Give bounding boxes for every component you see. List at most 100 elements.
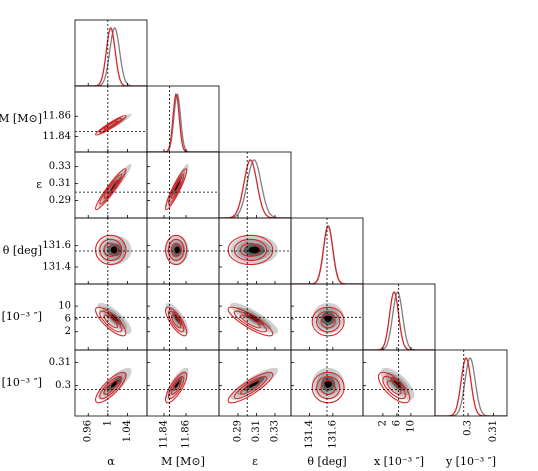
contour — [95, 234, 127, 266]
contour — [167, 173, 185, 205]
contour — [386, 380, 402, 395]
contour-core — [393, 380, 402, 388]
y-tick-label: 0.29 — [49, 195, 71, 206]
x-tick-label: 131.4 — [304, 420, 315, 449]
panel — [219, 152, 291, 218]
x-axis-label: M [M⊙] — [161, 455, 205, 468]
x-tick-label: 1.04 — [122, 420, 133, 442]
contour — [240, 242, 261, 257]
panel — [219, 284, 291, 350]
panel-frame — [218, 151, 292, 219]
marginal-curve — [147, 93, 219, 152]
x-tick-label: 11.84 — [159, 420, 170, 449]
contour — [316, 375, 341, 400]
y-tick-label: 131.6 — [42, 240, 71, 251]
panel — [147, 284, 219, 350]
x-tick-label: 0.31 — [251, 420, 262, 442]
contour — [170, 179, 182, 199]
contour — [311, 371, 345, 404]
y-tick-label: 0.31 — [49, 357, 71, 368]
contour — [316, 310, 341, 333]
y-tick-label: 0.33 — [49, 161, 71, 172]
panel — [75, 218, 147, 284]
contour — [170, 380, 182, 395]
y-tick-label: 11.86 — [42, 111, 71, 122]
contour — [95, 371, 127, 404]
x-tick-label: 11.86 — [181, 420, 192, 449]
contour — [103, 179, 119, 199]
x-tick-label: 0.96 — [83, 420, 94, 442]
panel — [147, 218, 219, 284]
contour — [99, 375, 123, 400]
x-tick-label: 2 — [377, 420, 388, 426]
contour — [170, 242, 182, 257]
y-axis-label: M [M⊙] — [0, 112, 42, 125]
panel — [75, 284, 147, 350]
contour — [240, 380, 261, 395]
panel — [75, 86, 147, 152]
panel — [291, 350, 363, 416]
contour — [164, 371, 188, 404]
panel — [363, 350, 435, 416]
contour-core — [110, 246, 119, 254]
contour-core — [248, 380, 260, 388]
panel — [363, 284, 435, 350]
contour — [227, 306, 274, 337]
x-axis-label: α — [107, 455, 115, 468]
contour — [99, 173, 123, 205]
x-tick-label: 10 — [405, 420, 416, 433]
contour — [95, 168, 127, 211]
contour — [95, 115, 127, 136]
y-tick-label: 11.84 — [42, 131, 71, 142]
panel — [75, 20, 147, 86]
y-tick-label: 2 — [65, 326, 71, 337]
contour — [167, 238, 185, 262]
marginal-curve — [75, 27, 147, 86]
y-tick-label: 131.4 — [42, 261, 71, 272]
panel-frame — [74, 85, 148, 153]
x-axis-label: θ [deg] — [307, 455, 346, 468]
y-tick-label: 10 — [58, 301, 71, 312]
y-tick-label: 0.31 — [49, 178, 71, 189]
contour — [164, 306, 188, 337]
marginal-curve — [219, 159, 291, 218]
panel — [147, 350, 219, 416]
panel — [219, 350, 291, 416]
x-tick-label: 0.33 — [269, 420, 280, 442]
panel — [75, 350, 147, 416]
x-tick-label: 131.6 — [327, 420, 338, 449]
contour — [164, 234, 188, 266]
contour — [240, 314, 261, 329]
contour — [233, 375, 268, 400]
y-axis-label: θ [deg] — [3, 244, 42, 257]
y-axis-label: ε — [36, 178, 42, 191]
panel-frame — [146, 151, 220, 219]
contour-core — [174, 180, 180, 191]
panel — [219, 218, 291, 284]
marginal-curve — [75, 26, 147, 86]
contour-core — [110, 380, 119, 388]
x-tick-label: 1 — [102, 420, 113, 426]
panel — [75, 152, 147, 218]
contour — [320, 314, 336, 329]
contour — [167, 310, 185, 333]
x-axis-label: y [10⁻³ ″] — [445, 455, 496, 468]
y-tick-label: 0.3 — [55, 380, 71, 391]
contour — [377, 371, 411, 404]
contour-core — [248, 246, 260, 254]
x-axis-label: x [10⁻³ ″] — [374, 455, 424, 468]
x-tick-label: 0.31 — [488, 420, 499, 442]
contour-core — [324, 380, 332, 388]
contour — [311, 306, 345, 337]
x-tick-label: 6 — [391, 420, 402, 426]
panel — [147, 152, 219, 218]
contour-core — [174, 380, 180, 388]
marginal-curve — [435, 356, 507, 416]
y-axis-label: y [10⁻³ ″] — [0, 376, 42, 389]
contour-core — [174, 246, 180, 254]
panel-frame — [434, 349, 508, 417]
contour — [95, 306, 127, 337]
contour — [233, 238, 268, 262]
panel — [291, 284, 363, 350]
